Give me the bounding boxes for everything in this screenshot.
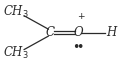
Text: •: • <box>72 41 80 54</box>
Text: H: H <box>106 26 116 39</box>
Text: CH$_3$: CH$_3$ <box>3 4 29 20</box>
Text: +: + <box>77 12 85 21</box>
Text: O: O <box>73 26 83 39</box>
Text: C: C <box>46 26 55 39</box>
Text: •: • <box>76 41 83 54</box>
Text: CH$_3$: CH$_3$ <box>3 45 29 61</box>
